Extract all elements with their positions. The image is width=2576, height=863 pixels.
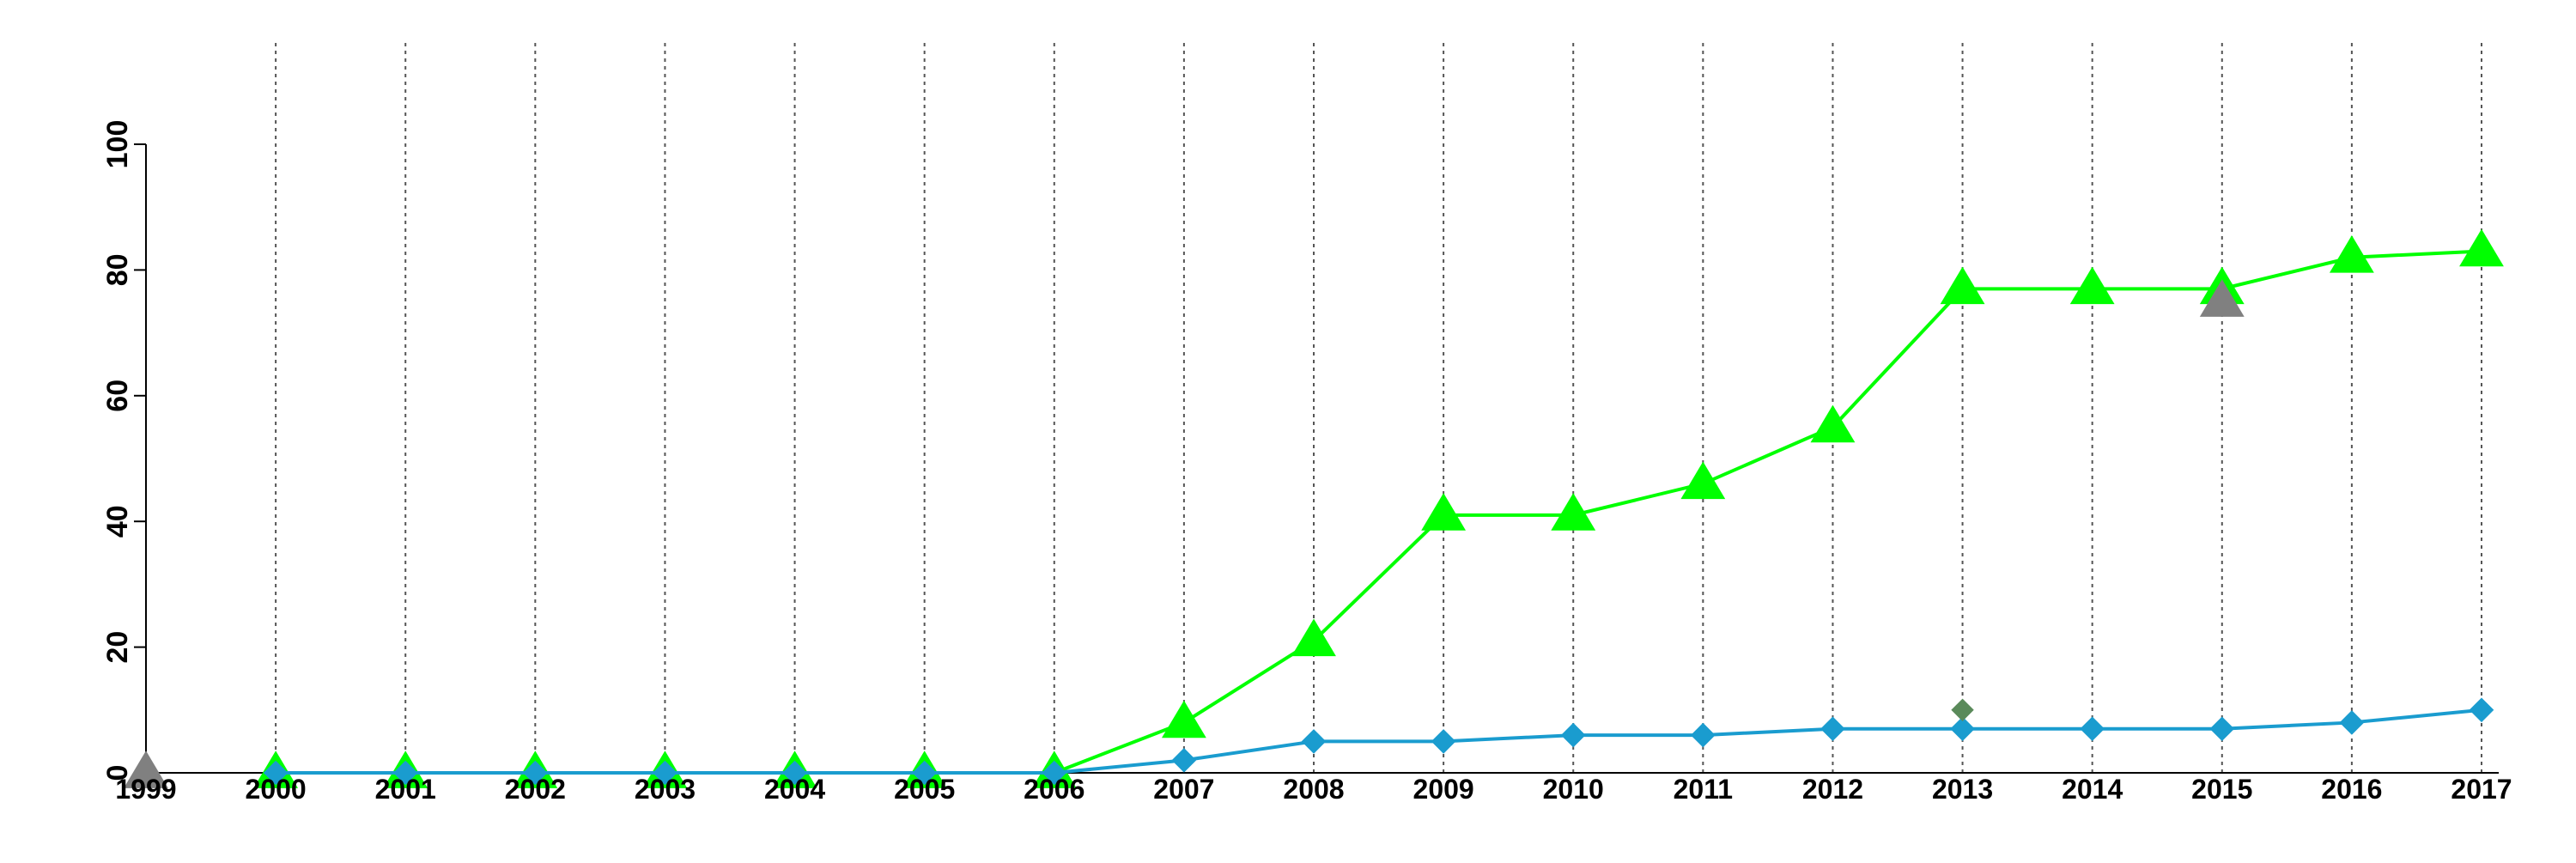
series-1-point-2003 [653,760,677,786]
y-tick-labels: 0 20 40 60 80 100 [101,120,146,781]
series-1-point-2011 [1691,722,1716,748]
y-tick-label-40: 40 [101,505,134,538]
gridlines [275,43,2482,773]
series-0-point-2017 [2459,228,2504,267]
x-tick-label-2000: 2000 [246,774,307,805]
y-tick-label-100: 100 [101,120,134,169]
series-1-point-2005 [912,760,937,786]
series-0-point-2016 [2329,235,2374,273]
series-1-point-2000 [263,760,289,786]
x-tick-label-2006: 2006 [1024,774,1084,805]
series-1-point-2009 [1431,729,1456,754]
x-tick-label-2003: 2003 [635,774,696,805]
x-tick-label-2002: 2002 [505,774,566,805]
x-tick-label-2016: 2016 [2321,774,2382,805]
series-0-line [276,249,2482,775]
x-tick-label-2015: 2015 [2191,774,2252,805]
y-tick-label-20: 20 [101,631,134,664]
x-tick-labels: 1999 2000 2001 2002 2003 2004 2005 2006 2007 2008… [115,774,2512,805]
series-0-point-2011 [1680,461,1726,500]
series-1-point-2012 [1820,716,1845,742]
series-1-diamond [263,697,2494,786]
series-0-point-2012 [1810,404,1856,443]
series-0-point-2010 [1551,493,1596,531]
series-1-point-2015 [2209,716,2235,742]
series-1-point-2007 [1171,748,1197,773]
axes [145,144,2499,774]
extra-point-2013-diamond [1951,698,1974,721]
series-1-point-2008 [1301,729,1327,754]
y-tick-label-0: 0 [101,765,134,781]
series-layer [253,228,2504,788]
extra-point-1999-triangle [124,751,168,788]
series-0-triangle [253,228,2504,788]
extra-points-layer [124,279,2245,788]
series-0-point-2007 [1161,700,1206,738]
x-tick-label-2004: 2004 [764,774,825,805]
series-1-point-2013 [1950,716,1975,742]
x-tick-label-2005: 2005 [894,774,955,805]
x-tick-label-2013: 2013 [1932,774,1993,805]
series-0-point-2009 [1421,493,1467,531]
series-1-point-2006 [1042,760,1067,786]
x-tick-label-2007: 2007 [1153,774,1214,805]
series-0-point-2014 [2069,266,2115,305]
x-tick-label-2012: 2012 [1802,774,1863,805]
series-1-point-2010 [1560,722,1586,748]
series-0-point-2008 [1291,618,1336,657]
x-tick-label-2010: 2010 [1543,774,1604,805]
series-1-line [276,708,2482,775]
series-1-point-2002 [523,760,548,786]
x-tick-label-2014: 2014 [2062,774,2123,805]
x-tick-label-2011: 2011 [1674,774,1733,805]
series-1-point-2016 [2339,710,2365,735]
x-tick-label-2001: 2001 [375,774,436,805]
x-tick-label-1999: 1999 [115,774,176,805]
x-tick-label-2008: 2008 [1283,774,1344,805]
x-tick-label-2017: 2017 [2451,774,2512,805]
series-0-point-2013 [1940,266,1985,305]
series-1-point-2004 [782,760,807,786]
y-tick-label-60: 60 [101,380,134,412]
y-tick-label-80: 80 [101,253,134,286]
series-1-point-2014 [2080,716,2105,742]
x-tick-label-2009: 2009 [1413,774,1474,805]
series-1-point-2001 [392,760,418,786]
extra-point-2015-triangle [2199,279,2245,317]
series-1-point-2017 [2469,697,2494,723]
